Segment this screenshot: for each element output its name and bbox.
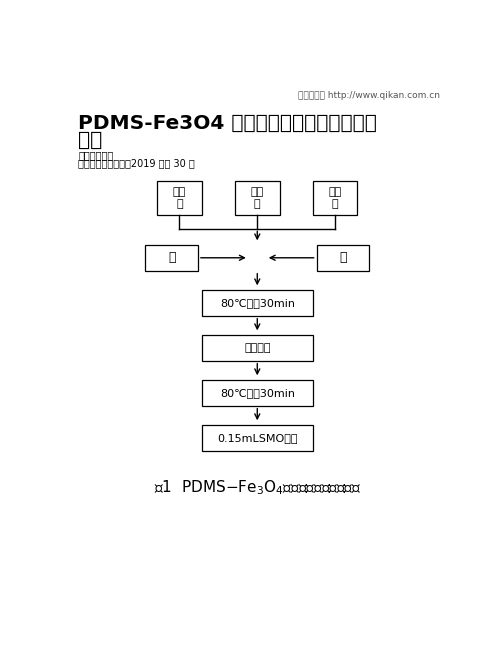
Text: 来源：《科技资讯》2019 年第 30 期: 来源：《科技资讯》2019 年第 30 期 (78, 158, 195, 168)
Text: 作者：兰慧琴: 作者：兰慧琴 (78, 150, 113, 160)
Text: 龙源期刊网 http://www.qikan.com.cn: 龙源期刊网 http://www.qikan.com.cn (298, 91, 439, 100)
Text: 乙酸
铟: 乙酸 铟 (172, 187, 186, 209)
Text: 80℃搅拌30min: 80℃搅拌30min (219, 298, 294, 308)
Text: 水: 水 (168, 251, 175, 264)
Text: 80℃搅拌30min: 80℃搅拌30min (219, 387, 294, 398)
Text: 0.15mLSMO溶胶: 0.15mLSMO溶胶 (216, 433, 297, 443)
Bar (316, 245, 368, 271)
Bar (145, 245, 197, 271)
Text: 乙酸
锶: 乙酸 锶 (250, 187, 264, 209)
Bar (201, 380, 312, 406)
Bar (201, 289, 312, 316)
Bar (234, 181, 279, 215)
Bar (312, 181, 357, 215)
Text: 水: 水 (339, 251, 346, 264)
Text: 研究: 研究 (78, 131, 102, 151)
Bar (201, 424, 312, 450)
Bar (157, 181, 201, 215)
Text: PDMS-Fe3O4 复合光学薄膜的制备及特性: PDMS-Fe3O4 复合光学薄膜的制备及特性 (78, 114, 376, 133)
Text: 乙酸
锰: 乙酸 锰 (328, 187, 341, 209)
Text: 图1  PDMS$-$Fe$_{3}$O$_{4}$复合光学薄膜制备过程: 图1 PDMS$-$Fe$_{3}$O$_{4}$复合光学薄膜制备过程 (153, 478, 360, 497)
Text: 乙酰丙酮: 乙酰丙酮 (243, 343, 270, 353)
Bar (201, 335, 312, 361)
